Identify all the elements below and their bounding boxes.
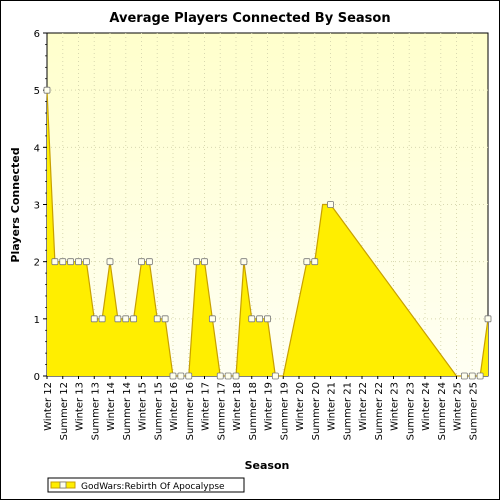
legend-label: GodWars:Rebirth Of Apocalypse [81, 482, 225, 492]
data-point-marker [90, 315, 98, 323]
data-point-marker [43, 86, 51, 94]
x-tick-label: Summer 14 [122, 382, 133, 440]
x-tick-label: Winter 14 [106, 382, 117, 431]
data-point-marker [240, 258, 248, 266]
y-tick-label: 0 [34, 372, 40, 383]
x-tick-label: Winter 25 [453, 382, 464, 431]
series-line [46, 90, 489, 377]
x-tick-label: Winter 24 [421, 382, 432, 431]
x-tick-label: Summer 19 [279, 382, 290, 440]
legend-marker [59, 481, 67, 489]
data-point-marker [216, 372, 224, 380]
data-point-marker [130, 315, 138, 323]
data-point-marker [248, 315, 256, 323]
x-tick-label: Summer 25 [468, 382, 479, 440]
series-area [47, 90, 488, 377]
data-point-marker [145, 258, 153, 266]
chart-title: Average Players Connected By Season [109, 11, 390, 26]
data-point-marker [138, 258, 145, 266]
x-tick-label: Winter 21 [327, 382, 338, 431]
x-tick-label: Winter 17 [201, 382, 212, 431]
y-axis-label: Players Connected [9, 147, 22, 262]
data-point-marker [59, 258, 67, 266]
data-point-marker [271, 372, 279, 380]
x-tick-label: Winter 12 [43, 382, 54, 431]
data-point-marker [201, 258, 208, 266]
data-point-marker [303, 258, 311, 266]
legend-box [47, 477, 245, 493]
x-tick-label: Winter 23 [390, 382, 401, 431]
x-tick-label: Winter 18 [232, 382, 243, 431]
marker-layer [43, 86, 492, 380]
data-point-marker [264, 315, 271, 323]
data-point-marker [460, 372, 468, 380]
x-tick-label: Summer 23 [405, 382, 416, 440]
x-tick-label: Winter 15 [138, 382, 149, 431]
data-point-marker [122, 315, 130, 323]
data-point-marker [224, 372, 232, 380]
data-point-marker [75, 258, 82, 266]
x-tick-label: Summer 18 [248, 382, 259, 440]
x-tick-label: Summer 20 [311, 382, 322, 440]
legend: GodWars:Rebirth Of Apocalypse [47, 477, 245, 493]
x-tick-label: Summer 16 [185, 382, 196, 440]
x-tick-label: Winter 16 [169, 382, 180, 431]
data-point-marker [98, 315, 106, 323]
data-point-marker [114, 315, 122, 323]
y-tick-label: 6 [34, 29, 40, 40]
axis-layer: 0 1 2 3 4 5 6 Winter 12 Summer 12 Winter 13 Summer… [34, 29, 480, 440]
data-point-marker [153, 315, 161, 323]
data-point-marker [311, 258, 319, 266]
y-tick-label: 4 [34, 143, 40, 154]
x-tick-label: Winter 19 [264, 382, 275, 431]
data-point-marker [169, 372, 177, 380]
data-point-marker [51, 258, 59, 266]
data-point-marker [177, 372, 185, 380]
x-tick-label: Winter 22 [358, 382, 369, 431]
x-tick-label: Winter 20 [295, 382, 306, 431]
data-point-marker [82, 258, 90, 266]
y-tick-label: 1 [34, 315, 40, 326]
data-point-marker [232, 372, 240, 380]
x-tick-label: Summer 13 [90, 382, 101, 440]
series-area-layer [46, 90, 489, 377]
data-point-marker [476, 372, 484, 380]
data-point-marker [106, 258, 114, 266]
data-point-marker [193, 258, 201, 266]
data-point-marker [208, 315, 216, 323]
y-tick-label: 3 [34, 201, 40, 212]
x-tick-label: Winter 13 [75, 382, 86, 431]
data-point-marker [161, 315, 169, 323]
y-tick-label: 5 [34, 86, 40, 97]
x-tick-label: Summer 24 [437, 382, 448, 440]
data-point-marker [185, 372, 193, 380]
x-axis-label: Season [245, 459, 290, 472]
x-tick-label: Summer 21 [342, 382, 353, 440]
data-point-marker [327, 201, 334, 208]
x-tick-label: Summer 22 [374, 382, 385, 440]
data-point-marker [67, 258, 75, 266]
x-tick-label: Summer 15 [153, 382, 164, 440]
data-point-marker [468, 372, 476, 380]
x-tick-label: Summer 12 [59, 382, 70, 440]
y-tick-label: 2 [34, 258, 40, 269]
x-tick-label: Summer 17 [216, 382, 227, 440]
data-point-marker [484, 315, 492, 323]
data-point-marker [256, 315, 264, 323]
